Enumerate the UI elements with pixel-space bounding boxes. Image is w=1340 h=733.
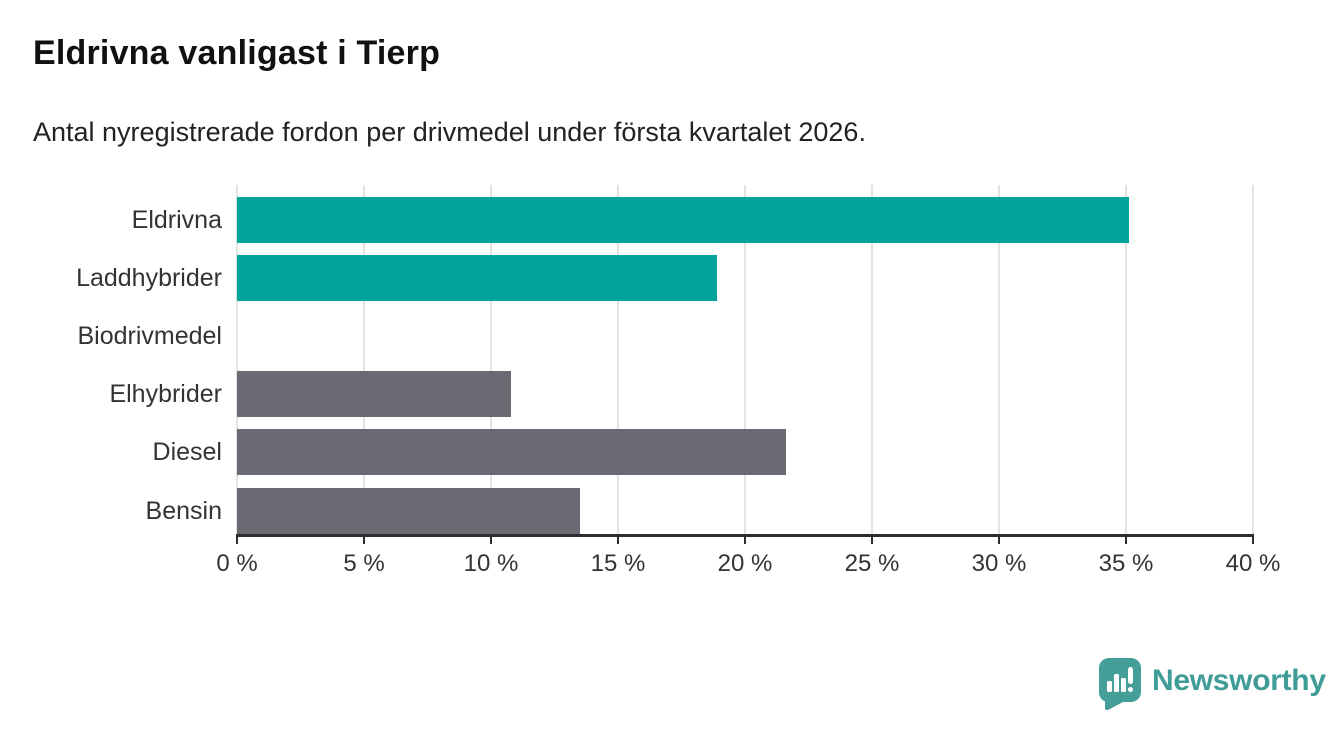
- category-label-elhybrider: Elhybrider: [109, 380, 222, 409]
- newsworthy-speech-bubble-bar-chart-icon: [1099, 658, 1141, 710]
- category-label-bensin: Bensin: [145, 496, 222, 525]
- gridline: [490, 185, 492, 534]
- x-axis-tick-label: 0 %: [216, 550, 258, 577]
- gridline: [871, 185, 873, 534]
- x-axis-tick-label: 25 %: [844, 550, 900, 577]
- chart-subtitle: Antal nyregistrerade fordon per drivmede…: [33, 117, 866, 147]
- gridline: [363, 185, 365, 534]
- category-label-eldrivna: Eldrivna: [131, 205, 222, 234]
- category-label-biodrivmedel: Biodrivmedel: [77, 321, 222, 350]
- bar-bensin: [237, 487, 580, 534]
- x-axis-tick: [1125, 534, 1127, 544]
- x-axis-tick: [744, 534, 746, 544]
- x-axis-tick: [363, 534, 365, 544]
- bar-laddhybrider: [237, 254, 718, 301]
- chart-title: Eldrivna vanligast i Tierp: [33, 34, 441, 72]
- x-axis-tick-label: 10 %: [463, 550, 519, 577]
- plot-area: Eldrivna Laddhybrider Biodrivmedel Elhybrid…: [76, 185, 1280, 577]
- bar-diesel: [237, 429, 786, 476]
- x-axis-tick-label: 5 %: [343, 550, 385, 577]
- newsworthy-logo-text: Newsworthy: [1152, 664, 1326, 697]
- x-axis-tick-label: 30 %: [971, 550, 1027, 577]
- gridline: [1125, 185, 1127, 534]
- gridline: [998, 185, 1000, 534]
- x-axis-tick: [490, 534, 492, 544]
- x-axis-tick-label: 15 %: [590, 550, 646, 577]
- x-axis-tick-label: 35 %: [1098, 550, 1154, 577]
- gridline: [744, 185, 746, 534]
- category-label-laddhybrider: Laddhybrider: [76, 263, 222, 292]
- x-axis-tick: [998, 534, 1000, 544]
- bar-elhybrider: [237, 371, 512, 418]
- x-axis-tick: [236, 534, 238, 544]
- x-axis-tick: [617, 534, 619, 544]
- x-axis-tick-label: 40 %: [1225, 550, 1281, 577]
- category-label-diesel: Diesel: [152, 438, 222, 467]
- x-axis-tick: [871, 534, 873, 544]
- x-axis-tick-label: 20 %: [717, 550, 773, 577]
- x-axis-tick: [1252, 534, 1254, 544]
- bar-eldrivna: [237, 196, 1129, 243]
- gridline: [236, 185, 238, 534]
- gridline: [1252, 185, 1254, 534]
- gridline: [617, 185, 619, 534]
- newsworthy-logo: Newsworthy: [1099, 658, 1326, 710]
